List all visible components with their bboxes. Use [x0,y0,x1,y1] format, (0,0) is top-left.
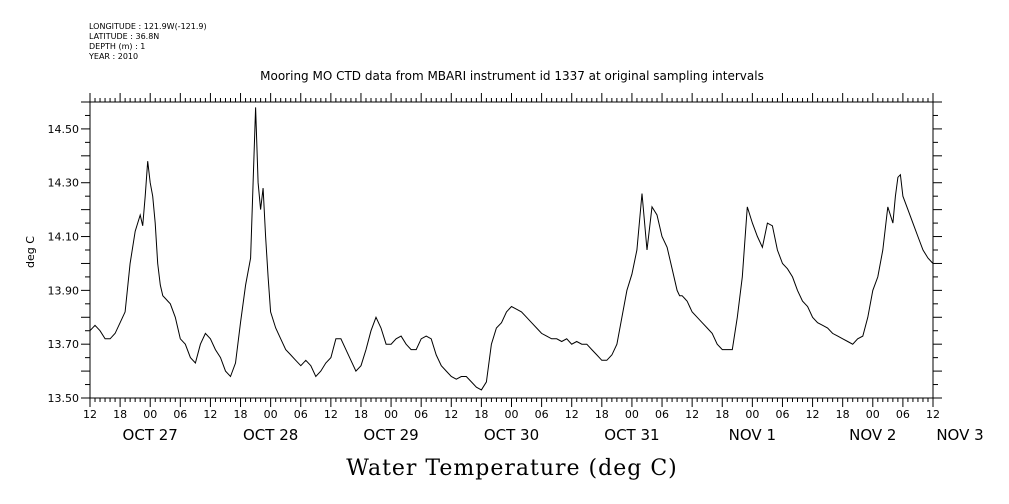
x-axis-label: Water Temperature (deg C) [346,456,678,481]
y-axis: 13.50 13.70 13.90 14.10 14.30 14.50 [48,101,942,405]
x-hour-label: 00 [505,408,519,421]
x-date-label: NOV 2 [849,426,896,444]
x-date-label: OCT 31 [604,426,659,444]
y-tick-label: 14.10 [48,231,80,244]
x-hour-label: 06 [775,408,789,421]
x-hour-label: 18 [113,408,127,421]
x-hour-label: 12 [806,408,820,421]
x-hour-label: 18 [474,408,488,421]
x-hour-label: 12 [685,408,699,421]
x-hour-label: 12 [203,408,217,421]
x-hour-label: 06 [414,408,428,421]
x-axis: 12 18 00 06 12 18 00 06 12 18 00 06 12 18 00 06 12 18 00 06… [83,93,984,444]
water-temperature-line [89,107,934,391]
year-text: YEAR : 2010 [89,52,139,61]
latitude-text: LATITUDE : 36.8N [89,32,160,41]
longitude-text: LONGITUDE : 121.9W(-121.9) [89,22,207,31]
x-hour-label: 12 [926,408,940,421]
chart-title: Mooring MO CTD data from MBARI instrumen… [260,69,764,83]
y-tick-label: 14.50 [48,123,80,136]
x-date-label: OCT 29 [363,426,418,444]
x-hour-label: 18 [234,408,248,421]
x-hour-label: 00 [745,408,759,421]
x-date-label: OCT 28 [243,426,298,444]
x-date-label: OCT 27 [123,426,178,444]
x-hour-label: 12 [444,408,458,421]
y-tick-label: 13.70 [48,338,80,351]
mooring-metadata: LONGITUDE : 121.9W(-121.9) LATITUDE : 36… [89,22,207,62]
x-hour-label: 06 [655,408,669,421]
plot-frame [89,101,934,399]
x-hour-label: 12 [324,408,338,421]
x-hour-label: 18 [715,408,729,421]
depth-text: DEPTH (m) : 1 [89,42,146,51]
x-date-label: NOV 1 [729,426,776,444]
x-hour-label: 00 [625,408,639,421]
x-hour-label: 18 [836,408,850,421]
y-tick-label: 14.30 [48,177,80,190]
x-hour-label: 12 [83,408,97,421]
y-axis-label: deg C [24,236,37,268]
x-date-label: NOV 3 [936,426,983,444]
x-hour-label: 00 [264,408,278,421]
x-hour-label: 00 [384,408,398,421]
x-hour-label: 06 [535,408,549,421]
x-hour-label: 18 [354,408,368,421]
x-hour-label: 12 [565,408,579,421]
x-hour-label: 18 [595,408,609,421]
x-hour-label: 06 [896,408,910,421]
x-hour-label: 06 [294,408,308,421]
x-date-label: OCT 30 [484,426,539,444]
y-tick-label: 13.50 [48,392,80,405]
x-hour-label: 00 [866,408,880,421]
y-tick-label: 13.90 [48,284,80,297]
x-hour-label: 00 [143,408,157,421]
x-hour-label: 06 [173,408,187,421]
